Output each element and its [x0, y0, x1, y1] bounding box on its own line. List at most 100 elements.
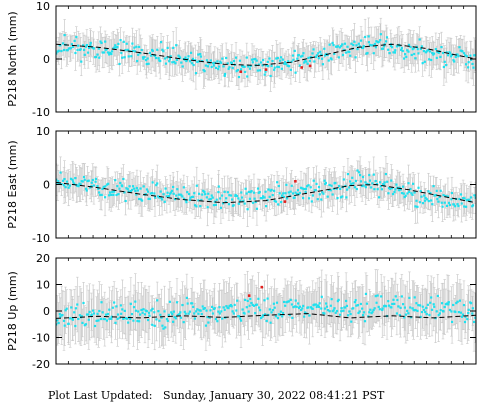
- data-point: [323, 47, 326, 50]
- data-point: [385, 40, 388, 43]
- data-point: [228, 304, 231, 308]
- data-point: [370, 44, 373, 47]
- data-point: [431, 203, 434, 206]
- data-point: [84, 45, 87, 48]
- data-point: [253, 304, 256, 307]
- data-point: [159, 190, 162, 193]
- data-point: [276, 181, 279, 184]
- data-point: [409, 306, 412, 309]
- y-axis-label: P218 East (mm): [6, 140, 19, 228]
- data-point: [218, 306, 221, 309]
- data-point: [320, 307, 323, 310]
- data-point: [448, 203, 452, 207]
- data-point: [229, 194, 233, 197]
- data-point: [474, 196, 476, 199]
- data-point: [98, 56, 101, 59]
- data-point: [362, 45, 365, 48]
- data-point: [218, 312, 221, 315]
- data-point: [65, 180, 69, 183]
- plot-area: [56, 156, 476, 227]
- data-point: [200, 312, 203, 316]
- data-point: [143, 313, 147, 316]
- data-point: [159, 59, 162, 63]
- data-point: [226, 62, 229, 65]
- data-point: [264, 190, 267, 193]
- data-point: [372, 52, 375, 55]
- data-point: [398, 186, 401, 189]
- data-point: [236, 299, 239, 302]
- data-point: [188, 198, 191, 201]
- data-point: [85, 313, 89, 316]
- data-point: [415, 199, 418, 202]
- data-point: [364, 35, 367, 39]
- data-point: [205, 196, 208, 199]
- data-point: [425, 198, 429, 201]
- data-point: [146, 57, 149, 60]
- data-point: [120, 51, 123, 55]
- data-point: [465, 199, 468, 202]
- data-point: [388, 52, 391, 55]
- data-point: [105, 48, 108, 51]
- data-point: [458, 299, 462, 302]
- data-point: [206, 206, 209, 209]
- data-point: [361, 307, 364, 310]
- data-point: [335, 309, 339, 313]
- data-point: [309, 306, 313, 309]
- data-point: [242, 65, 245, 68]
- data-point: [303, 315, 306, 318]
- data-point: [123, 191, 126, 194]
- data-point: [435, 310, 438, 313]
- data-point: [194, 58, 197, 62]
- data-point: [98, 309, 101, 313]
- data-point: [251, 61, 254, 64]
- data-point: [292, 306, 295, 309]
- data-point: [256, 69, 259, 72]
- data-point: [90, 181, 93, 184]
- observation-points: [56, 33, 476, 79]
- data-point: [274, 315, 278, 318]
- data-point: [167, 313, 170, 316]
- data-point: [196, 60, 199, 64]
- data-point: [400, 295, 403, 298]
- data-point: [317, 52, 320, 55]
- data-point: [391, 302, 394, 306]
- data-point: [289, 190, 292, 193]
- data-point: [261, 315, 264, 318]
- data-point: [177, 197, 180, 200]
- data-point: [462, 197, 465, 200]
- data-point: [179, 311, 182, 314]
- data-point: [393, 190, 396, 194]
- data-point: [59, 44, 62, 47]
- data-point: [255, 303, 258, 306]
- data-point: [170, 189, 174, 192]
- data-point: [271, 308, 274, 312]
- data-point: [156, 195, 160, 198]
- data-point: [298, 64, 301, 67]
- data-point: [314, 189, 317, 192]
- data-point: [153, 311, 156, 314]
- data-point: [448, 308, 451, 312]
- data-point: [96, 53, 99, 56]
- data-point: [110, 50, 114, 53]
- data-point: [276, 316, 279, 320]
- data-point: [419, 315, 422, 319]
- data-point: [243, 202, 246, 205]
- data-point: [121, 56, 124, 59]
- data-point: [160, 316, 163, 319]
- data-point: [135, 45, 138, 48]
- data-point: [134, 309, 138, 312]
- data-point: [57, 321, 60, 325]
- data-point: [133, 187, 136, 190]
- data-point: [257, 297, 260, 300]
- data-point: [359, 173, 362, 177]
- data-point: [471, 204, 475, 207]
- data-point: [182, 186, 185, 189]
- data-point: [140, 48, 143, 52]
- data-point: [176, 188, 179, 191]
- data-point: [142, 185, 145, 188]
- data-point: [436, 197, 439, 201]
- data-point: [326, 53, 329, 57]
- data-point: [447, 301, 450, 304]
- data-point: [414, 57, 417, 60]
- data-point: [313, 303, 316, 306]
